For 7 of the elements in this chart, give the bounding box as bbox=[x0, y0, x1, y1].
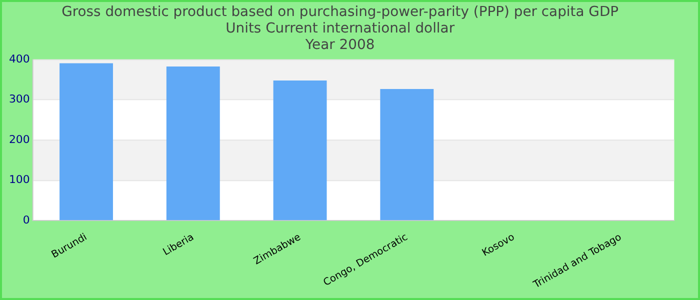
y-tick-label: 300 bbox=[8, 92, 30, 106]
y-tick-label: 400 bbox=[8, 52, 30, 66]
chart-subtitle: Year 2008 bbox=[304, 37, 375, 53]
y-tick-label: 0 bbox=[22, 213, 30, 226]
y-tick-label: 100 bbox=[8, 173, 30, 186]
y-tick-label: 200 bbox=[8, 132, 30, 146]
chart-title: Gross domestic product based on purchasing-power-parity (PPP) per capita GDP Units Current international dollar bbox=[62, 4, 619, 36]
